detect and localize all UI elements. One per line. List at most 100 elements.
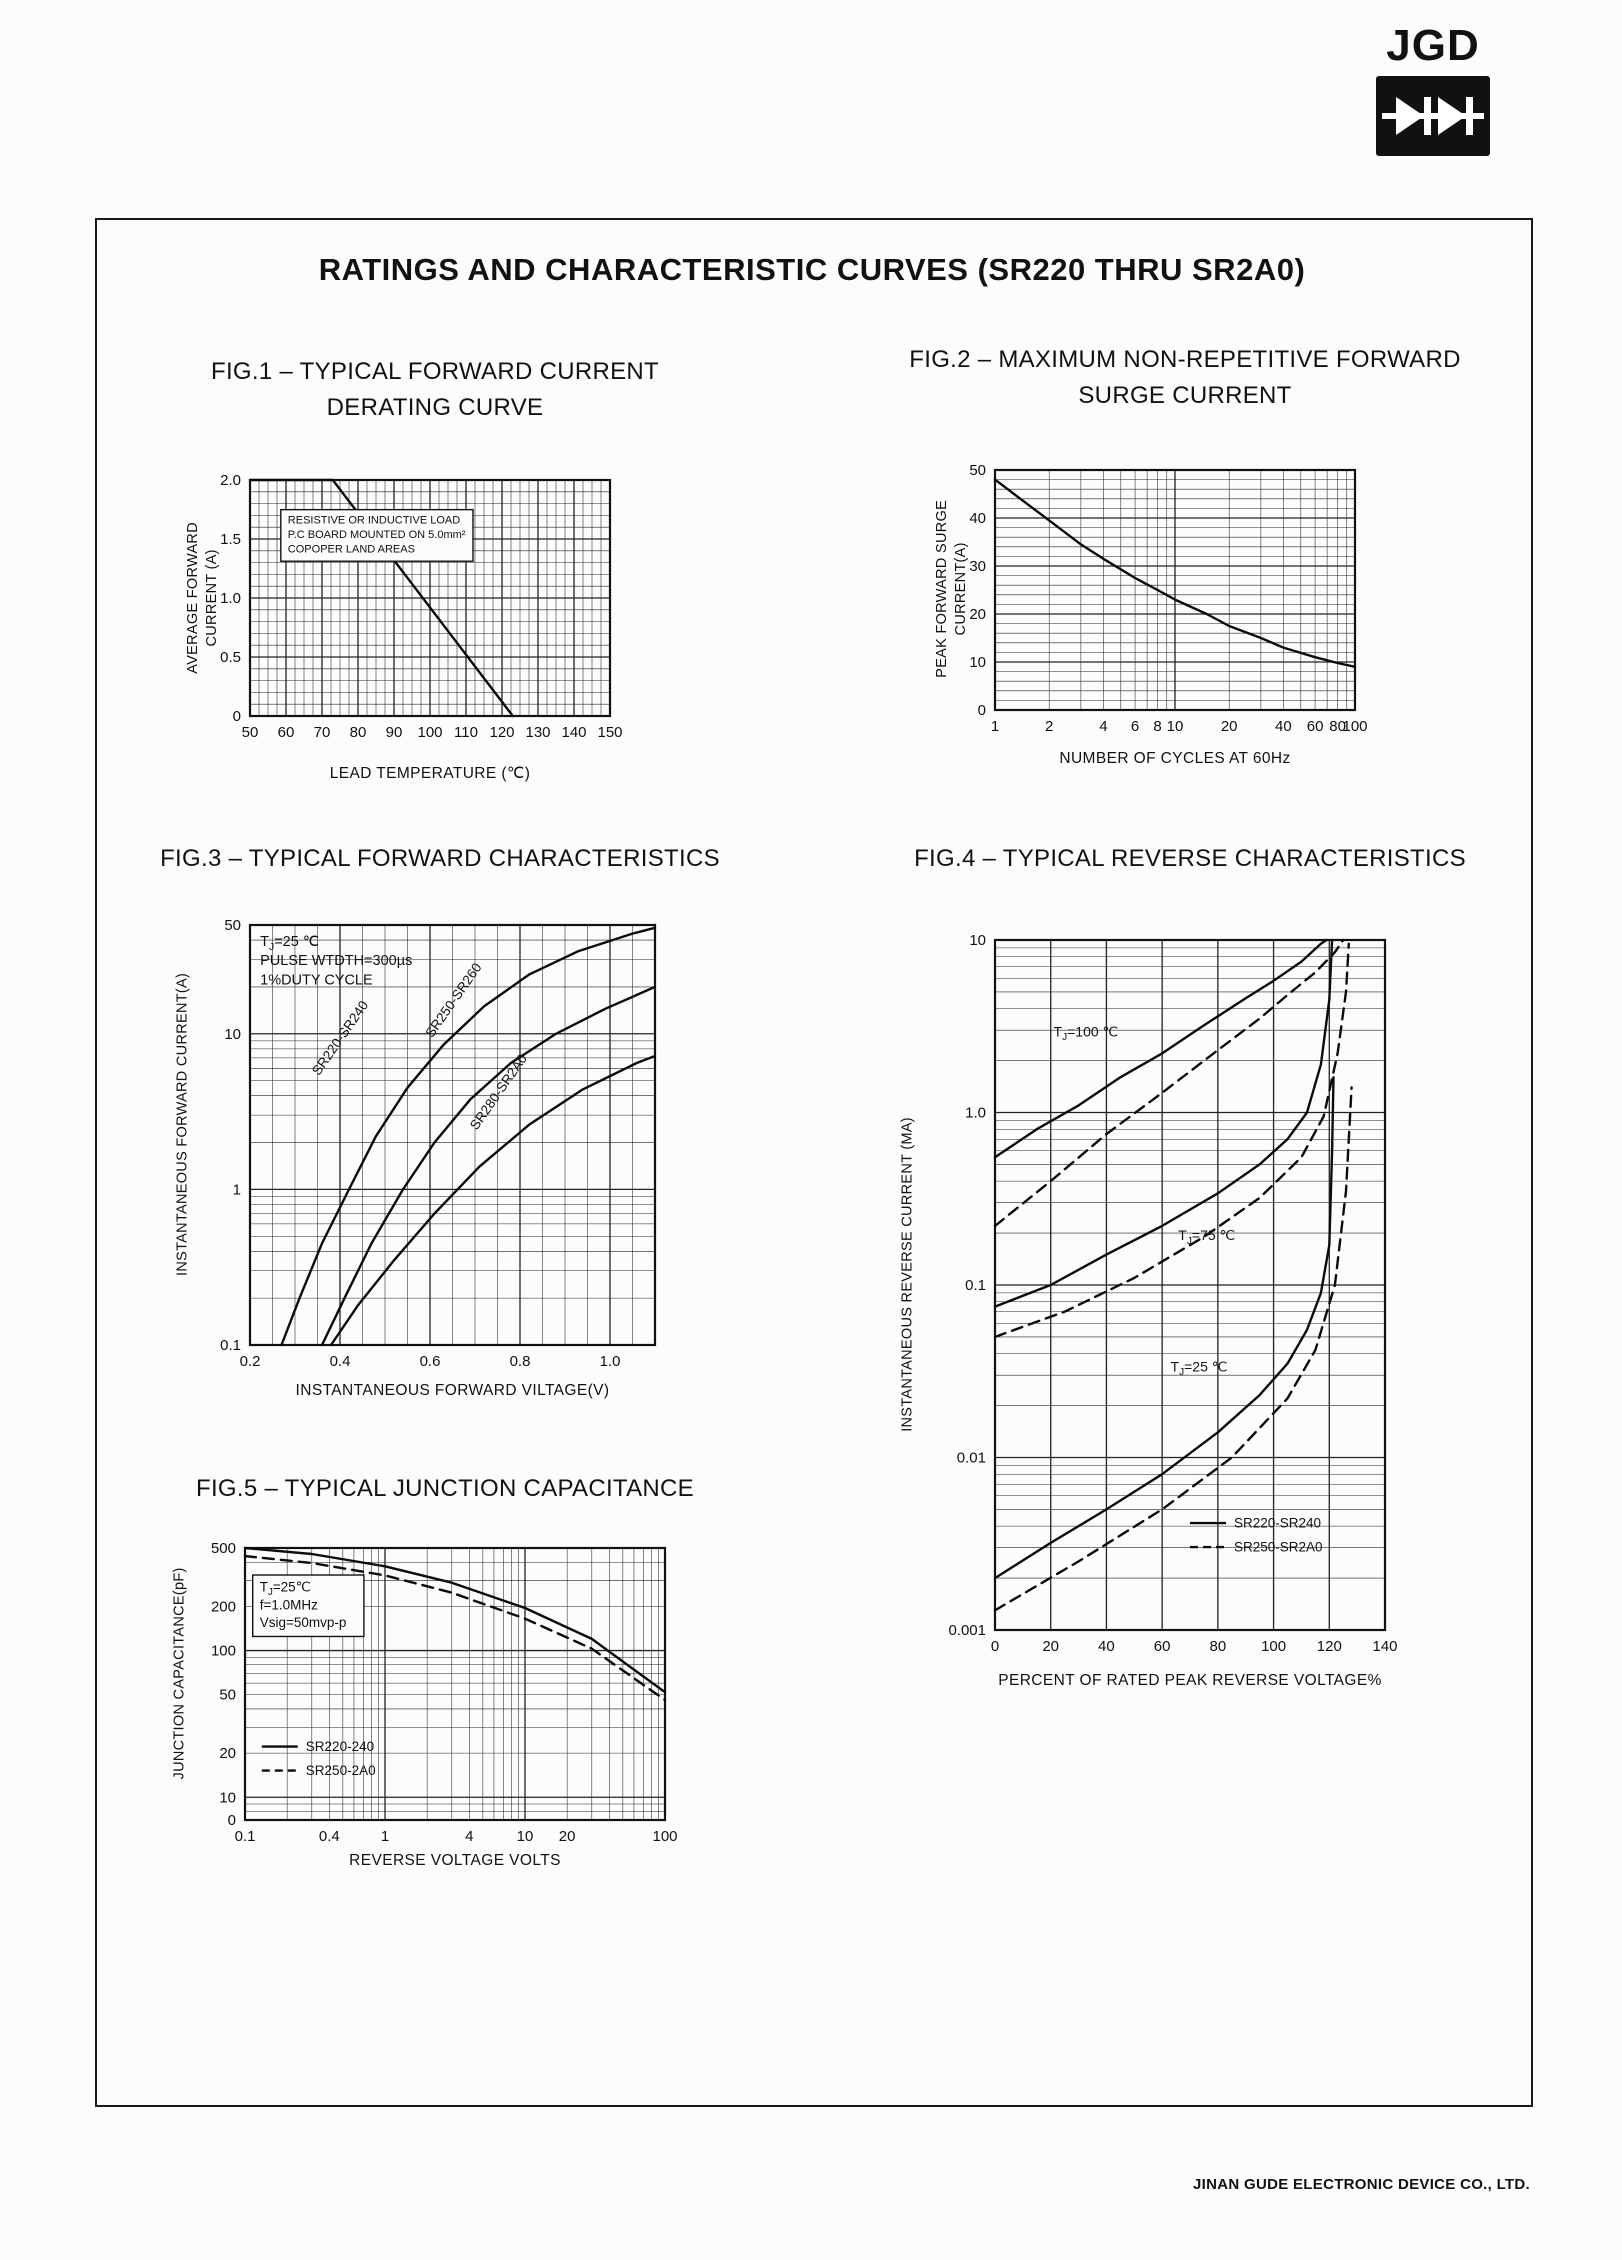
svg-text:1.0: 1.0 xyxy=(600,1353,621,1370)
svg-text:0.001: 0.001 xyxy=(948,1622,986,1639)
fig5: FIG.5 – TYPICAL JUNCTION CAPACITANCE 0.1… xyxy=(130,1470,760,1900)
svg-text:0.2: 0.2 xyxy=(240,1353,261,1370)
svg-text:0: 0 xyxy=(991,1638,999,1655)
svg-text:120: 120 xyxy=(489,724,514,741)
svg-text:P.C BOARD MOUNTED ON 5.0mm²: P.C BOARD MOUNTED ON 5.0mm² xyxy=(288,529,466,541)
fig5-chart: 0.1 0.4 1 4 10 20 1005002001005020100TJ=25℃f=1… xyxy=(211,1540,678,1845)
svg-text:80: 80 xyxy=(1329,718,1346,735)
svg-text:TJ=25℃: TJ=25℃ xyxy=(260,1580,311,1599)
svg-text:100: 100 xyxy=(211,1643,236,1660)
fig2-title-line1: FIG.2 – MAXIMUM NON-REPETITIVE FORWARD xyxy=(909,346,1461,373)
svg-text:1: 1 xyxy=(381,1828,389,1845)
footer-company: JINAN GUDE ELECTRONIC DEVICE CO., LTD. xyxy=(1193,2176,1530,2193)
svg-text:0.4: 0.4 xyxy=(319,1828,340,1845)
svg-text:120: 120 xyxy=(1317,1638,1342,1655)
svg-text:10: 10 xyxy=(969,654,986,671)
fig1-xlabel: LEAD TEMPERATURE (℃) xyxy=(329,765,531,782)
jgd-logo: JGD xyxy=(1372,24,1494,161)
svg-text:10: 10 xyxy=(517,1828,534,1845)
svg-text:2: 2 xyxy=(1045,718,1053,735)
svg-text:2.0: 2.0 xyxy=(220,472,241,489)
svg-text:100: 100 xyxy=(652,1828,677,1845)
fig2-title-line2: SURGE CURRENT xyxy=(1078,382,1292,409)
svg-text:SR220-SR240: SR220-SR240 xyxy=(1234,1516,1321,1531)
svg-text:1.5: 1.5 xyxy=(220,531,241,548)
svg-text:RESISTIVE OR INDUCTIVE LOAD: RESISTIVE OR INDUCTIVE LOAD xyxy=(288,515,460,527)
diode-bridge-icon xyxy=(1376,76,1490,156)
fig1-ylabel: AVERAGE FORWARD CURRENT (A) xyxy=(185,522,220,674)
svg-text:0: 0 xyxy=(228,1812,236,1829)
fig3-title: FIG.3 – TYPICAL FORWARD CHARACTERISTICS xyxy=(160,845,720,872)
fig1: FIG.1 – TYPICAL FORWARD CURRENT DERATING… xyxy=(130,352,740,822)
svg-text:60: 60 xyxy=(1307,718,1324,735)
svg-text:50: 50 xyxy=(219,1687,236,1704)
svg-text:0.01: 0.01 xyxy=(957,1450,986,1467)
svg-text:130: 130 xyxy=(525,724,550,741)
svg-text:SR250-2A0: SR250-2A0 xyxy=(306,1763,376,1778)
svg-text:0.6: 0.6 xyxy=(420,1353,441,1370)
page-title: RATINGS AND CHARACTERISTIC CURVES (SR220… xyxy=(318,252,1306,287)
svg-text:90: 90 xyxy=(386,724,403,741)
svg-text:0.1: 0.1 xyxy=(220,1337,241,1354)
logo-text: JGD xyxy=(1386,21,1480,70)
fig3-ylabel: INSTANTANEOUS FORWARD CURRENT(A) xyxy=(174,972,191,1276)
svg-text:TJ=100 ℃: TJ=100 ℃ xyxy=(1054,1024,1119,1044)
svg-text:1: 1 xyxy=(233,1181,241,1198)
fig4-chart: 0 20 40 60 80 100 120 140 10 1.0 0.1 0.01 0.001 TJ=10… xyxy=(948,932,1397,1655)
svg-text:Vsig=50mvp-p: Vsig=50mvp-p xyxy=(260,1615,347,1630)
svg-text:60: 60 xyxy=(1154,1638,1171,1655)
svg-text:20: 20 xyxy=(969,606,986,623)
svg-text:60: 60 xyxy=(278,724,295,741)
svg-text:SR250-SR260: SR250-SR260 xyxy=(422,960,484,1040)
svg-text:1: 1 xyxy=(991,718,999,735)
svg-text:SR250-SR2A0: SR250-SR2A0 xyxy=(1234,1540,1323,1555)
svg-text:80: 80 xyxy=(350,724,367,741)
svg-text:110: 110 xyxy=(454,724,478,741)
fig5-title: FIG.5 – TYPICAL JUNCTION CAPACITANCE xyxy=(196,1475,694,1502)
fig2-ylabel: PEAK FORWARD SURGE CURRENT(A) xyxy=(934,499,969,678)
fig1-title-line1: FIG.1 – TYPICAL FORWARD CURRENT xyxy=(210,358,660,385)
svg-text:1.0: 1.0 xyxy=(220,590,241,607)
svg-text:1%DUTY CYCLE: 1%DUTY CYCLE xyxy=(260,972,373,988)
svg-text:140: 140 xyxy=(1372,1638,1397,1655)
fig5-ylabel: JUNCTION CAPACITANCE(pF) xyxy=(171,1567,188,1780)
svg-text:4: 4 xyxy=(1099,718,1107,735)
svg-text:70: 70 xyxy=(314,724,331,741)
svg-text:20: 20 xyxy=(559,1828,576,1845)
svg-text:10: 10 xyxy=(1167,718,1184,735)
fig4-xlabel: PERCENT OF RATED PEAK REVERSE VOLTAGE% xyxy=(998,1672,1382,1689)
svg-text:500: 500 xyxy=(211,1540,236,1557)
svg-text:150: 150 xyxy=(597,724,622,741)
fig4: FIG.4 – TYPICAL REVERSE CHARACTERISTICS … xyxy=(870,840,1510,1740)
svg-text:100: 100 xyxy=(1342,718,1367,735)
svg-text:0.1: 0.1 xyxy=(965,1277,986,1294)
content-frame xyxy=(95,218,1533,2107)
svg-text:20: 20 xyxy=(219,1745,236,1762)
svg-text:COPOPER LAND AREAS: COPOPER LAND AREAS xyxy=(288,544,415,556)
svg-text:0.4: 0.4 xyxy=(330,1353,351,1370)
svg-text:6: 6 xyxy=(1131,718,1139,735)
fig3-xlabel: INSTANTANEOUS FORWARD VILTAGE(V) xyxy=(295,1382,610,1399)
svg-text:40: 40 xyxy=(1275,718,1292,735)
svg-text:8: 8 xyxy=(1153,718,1161,735)
svg-text:50: 50 xyxy=(242,724,259,741)
svg-text:0.1: 0.1 xyxy=(235,1828,256,1845)
svg-text:TJ=25 ℃: TJ=25 ℃ xyxy=(260,934,319,953)
svg-text:1.0: 1.0 xyxy=(965,1105,986,1122)
svg-text:100: 100 xyxy=(417,724,442,741)
fig2-xlabel: NUMBER OF CYCLES AT 60Hz xyxy=(1059,750,1291,767)
svg-text:80: 80 xyxy=(1210,1638,1227,1655)
svg-text:TJ=25 ℃: TJ=25 ℃ xyxy=(1171,1358,1228,1378)
svg-text:PULSE WTDTH=300µs: PULSE WTDTH=300µs xyxy=(260,953,412,969)
svg-text:TJ=75 ℃: TJ=75 ℃ xyxy=(1178,1227,1235,1247)
svg-text:10: 10 xyxy=(224,1026,241,1043)
svg-text:30: 30 xyxy=(969,558,986,575)
svg-text:0.8: 0.8 xyxy=(510,1353,531,1370)
svg-text:50: 50 xyxy=(224,917,241,934)
svg-text:10: 10 xyxy=(219,1789,236,1806)
svg-text:f=1.0MHz: f=1.0MHz xyxy=(260,1597,318,1612)
svg-text:200: 200 xyxy=(211,1598,236,1615)
